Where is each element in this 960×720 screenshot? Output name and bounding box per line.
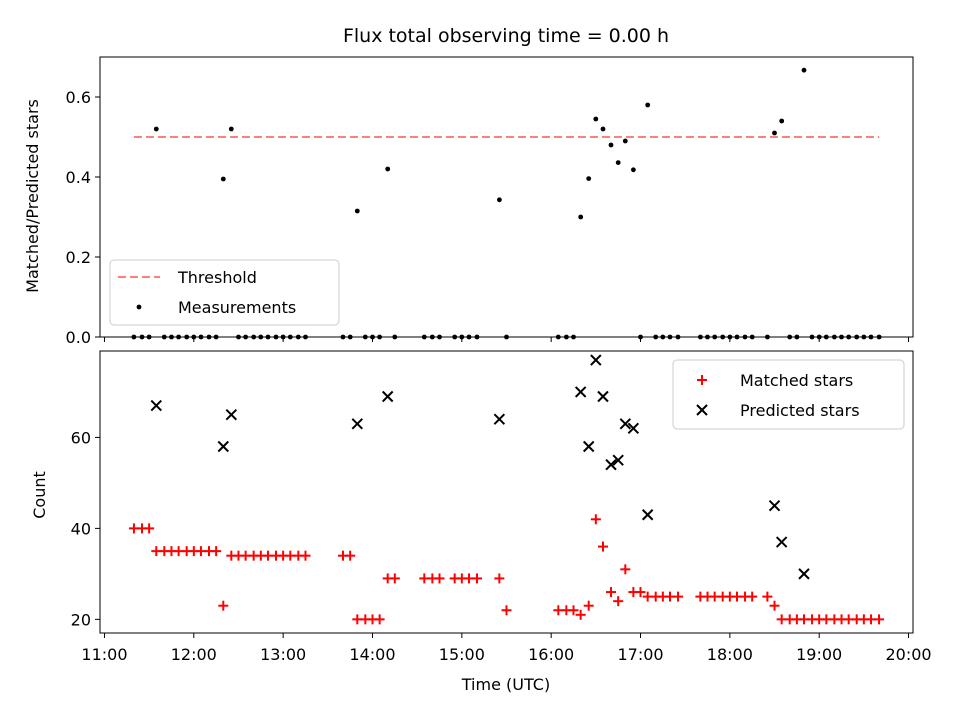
- matched-star-point: [374, 614, 385, 625]
- top-plot-frame: [99, 56, 914, 338]
- matched-star-point: [583, 600, 594, 611]
- matched-star-point: [568, 605, 579, 616]
- predicted-star-point: [605, 459, 617, 471]
- predicted-star-point: [597, 390, 609, 403]
- predicted-star-point: [381, 390, 394, 403]
- matched-star-point: [620, 564, 631, 575]
- matched-star-point: [434, 573, 445, 584]
- measurement-point: [593, 116, 599, 122]
- bottom-panel: 11:00 12:00 13:00 14:00 15:00 16:00 17:00 18:00…: [71, 350, 932, 664]
- predicted-star-point: [582, 440, 595, 453]
- matched-star-point: [635, 587, 646, 598]
- bottom-x-tick-label: 18:00: [707, 645, 753, 664]
- matched-star-point: [597, 541, 608, 552]
- predicted-star-point: [217, 440, 229, 453]
- measurement-point: [608, 142, 614, 148]
- measurement-point: [631, 167, 636, 173]
- matched-star-point: [300, 550, 311, 561]
- bottom-legend: Matched stars Predicted stars: [672, 359, 905, 430]
- matched-star-point: [874, 614, 885, 625]
- predicted-star-point: [775, 536, 788, 548]
- predicted-star-point: [619, 418, 632, 430]
- bottom-x-tick-label: 14:00: [349, 645, 395, 664]
- measurement-point: [600, 126, 606, 132]
- top-y-tick-label: 0.6: [66, 88, 91, 107]
- predicted-star-point: [768, 499, 781, 512]
- predicted-star-point: [612, 454, 624, 466]
- matched-star-point: [769, 600, 780, 611]
- measurement-point: [645, 102, 651, 108]
- measurement-point: [220, 176, 226, 182]
- bottom-legend-box: [672, 359, 905, 430]
- matched-star-point: [389, 573, 400, 584]
- measurement-point: [772, 130, 777, 136]
- predicted-star-point: [150, 399, 162, 412]
- bottom-x-tick-label: 17:00: [617, 645, 663, 664]
- measurement-point: [586, 176, 592, 182]
- bottom-y-tick-label: 40: [71, 519, 91, 538]
- bottom-x-tick-label: 16:00: [528, 645, 574, 664]
- measurement-point: [801, 67, 807, 73]
- bottom-y-tick-label: 20: [71, 610, 91, 629]
- matched-star-point: [218, 600, 229, 611]
- legend-measurements-label: Measurements: [178, 298, 296, 317]
- bottom-x-tick-label: 11:00: [81, 645, 127, 664]
- measurement-point: [497, 197, 502, 203]
- measurement-point: [615, 160, 621, 166]
- top-panel: 0.0 0.2 0.4 0.6 Threshold Measurements: [66, 56, 914, 347]
- matched-star-point: [762, 591, 773, 602]
- top-y-axis-label: Matched/Predicted stars: [23, 99, 42, 293]
- chart-title: Flux total observing time = 0.00 h: [343, 25, 669, 47]
- top-y-tick-label: 0.4: [66, 168, 91, 187]
- x-axis-label: Time (UTC): [461, 675, 550, 694]
- matched-star-point: [673, 591, 684, 602]
- top-legend: Threshold Measurements: [109, 259, 340, 326]
- measurement-point: [385, 166, 391, 172]
- legend-threshold-label: Threshold: [177, 268, 257, 287]
- matched-star-point: [494, 573, 505, 584]
- bottom-x-tick-label: 20:00: [885, 645, 931, 664]
- measurement-point: [578, 214, 584, 220]
- bottom-y-tick-label: 60: [71, 428, 91, 447]
- bottom-x-tick-label: 13:00: [260, 645, 306, 664]
- matched-star-point: [590, 514, 601, 525]
- matched-star-point: [211, 546, 222, 557]
- legend-measurements-swatch: [136, 304, 142, 310]
- predicted-star-point: [225, 408, 238, 421]
- bottom-x-tick-label: 15:00: [439, 645, 485, 664]
- legend-predicted-label: Predicted stars: [740, 401, 860, 420]
- bottom-y-axis-label: Count: [30, 471, 49, 519]
- legend-matched-swatch: [697, 375, 707, 385]
- measurement-point: [622, 138, 628, 144]
- measurement-point: [354, 208, 360, 214]
- predicted-star-point: [590, 354, 602, 366]
- bottom-x-tick-label: 12:00: [171, 645, 217, 664]
- legend-matched-label: Matched stars: [740, 371, 853, 390]
- matched-star-point: [613, 596, 624, 607]
- matched-star-point: [501, 605, 512, 616]
- predicted-star-point: [351, 418, 364, 430]
- measurement-point: [228, 126, 234, 132]
- matched-star-point: [345, 550, 356, 561]
- predicted-star-point: [641, 509, 654, 521]
- top-y-tick-label: 0.2: [66, 248, 91, 267]
- matched-star-point: [144, 523, 155, 534]
- matched-star-point: [575, 609, 586, 620]
- predicted-star-point: [798, 568, 810, 580]
- top-legend-box: [109, 259, 340, 326]
- measurement-point: [153, 126, 159, 132]
- predicted-star-point: [574, 386, 587, 398]
- measurement-point: [779, 118, 785, 124]
- bottom-plot-frame: [99, 350, 914, 634]
- predicted-star-point: [493, 413, 506, 425]
- matched-star-point: [472, 573, 483, 584]
- matched-star-point: [606, 587, 617, 598]
- bottom-x-tick-label: 19:00: [796, 645, 842, 664]
- legend-predicted-swatch: [696, 404, 708, 416]
- top-y-tick-label: 0.0: [66, 328, 91, 347]
- predicted-star-point: [627, 422, 640, 435]
- matched-star-point: [747, 591, 758, 602]
